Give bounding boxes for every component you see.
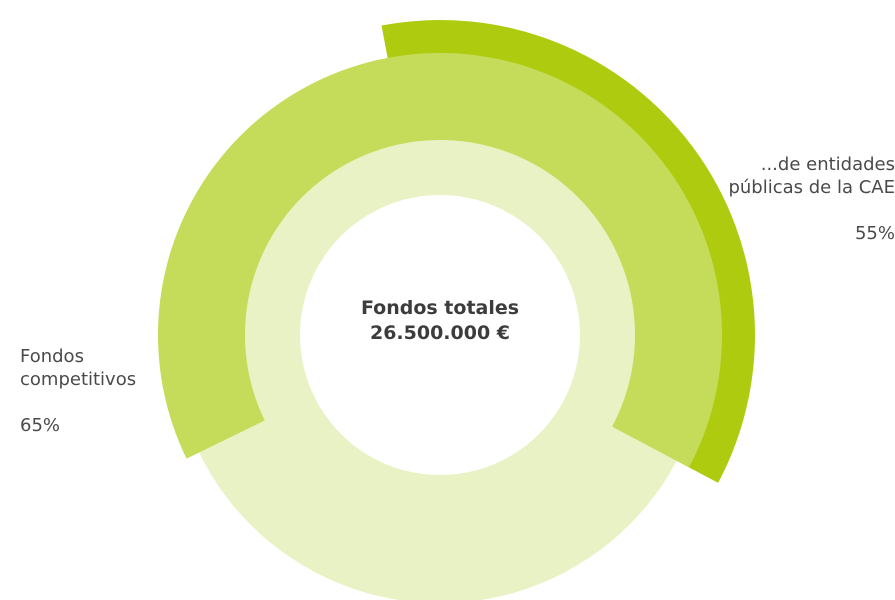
segment-value-label: 55% [854, 223, 895, 244]
segment [157, 52, 723, 468]
segment-value-label: 65% [20, 415, 61, 436]
base-ring [172, 67, 708, 600]
center-value: 26.500.000 € [369, 322, 511, 344]
center-title: Fondos totales [360, 297, 520, 319]
segment-label: ...de entidades públicas de la CAE [728, 154, 895, 198]
segment-label: Fondos competitivos [20, 346, 137, 390]
